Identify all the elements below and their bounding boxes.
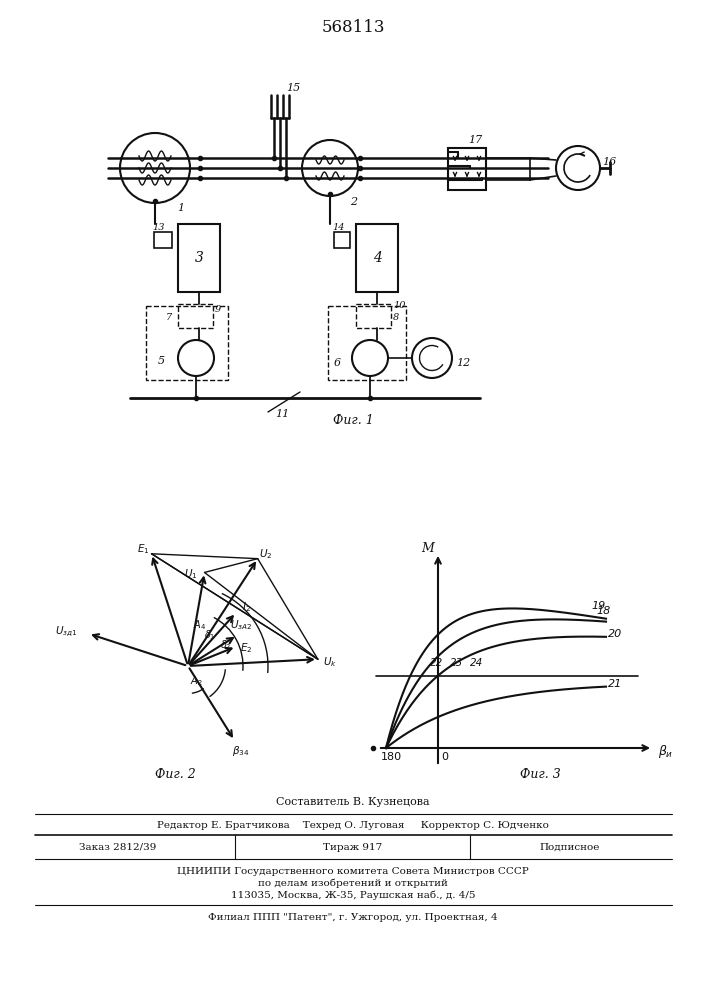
Text: 3: 3: [194, 251, 204, 265]
Text: 6: 6: [334, 358, 341, 368]
Text: Фиг. 3: Фиг. 3: [520, 768, 561, 782]
Text: 12: 12: [456, 358, 470, 368]
Text: 0: 0: [441, 752, 448, 762]
Bar: [356, 304, 391, 328]
Text: $δ_1$: $δ_1$: [204, 628, 216, 642]
Text: $U_1$: $U_1$: [184, 568, 197, 581]
Text: $E_1$: $E_1$: [137, 542, 150, 556]
Text: 18: 18: [596, 606, 610, 616]
Text: 4: 4: [373, 251, 382, 265]
Text: 22: 22: [430, 658, 443, 668]
Text: Филиал ППП "Патент", г. Ужгород, ул. Проектная, 4: Филиал ППП "Патент", г. Ужгород, ул. Про…: [208, 912, 498, 922]
Text: Фиг. 1: Фиг. 1: [332, 414, 373, 426]
Text: Составитель В. Кузнецова: Составитель В. Кузнецова: [276, 797, 430, 807]
Text: 10: 10: [393, 302, 406, 310]
Text: ЦНИИПИ Государственного комитета Совета Министров СССР: ЦНИИПИ Государственного комитета Совета …: [177, 866, 529, 876]
Text: 20: 20: [608, 629, 622, 639]
Text: $δ_2$: $δ_2$: [221, 638, 232, 652]
Text: 11: 11: [275, 409, 289, 419]
Text: 24: 24: [470, 658, 484, 668]
Text: 113035, Москва, Ж-35, Раушская наб., д. 4/5: 113035, Москва, Ж-35, Раушская наб., д. …: [230, 890, 475, 900]
Text: 16: 16: [602, 157, 617, 167]
Text: $U_{зА2}$: $U_{зА2}$: [230, 618, 252, 632]
Text: 9: 9: [215, 306, 221, 314]
Bar: [178, 224, 220, 292]
Text: $A_4$: $A_4$: [194, 618, 206, 632]
Text: 23: 23: [450, 658, 463, 668]
Text: $\beta_и$: $\beta_и$: [658, 744, 673, 760]
Text: Заказ 2812/39: Заказ 2812/39: [79, 842, 157, 852]
Text: 17: 17: [468, 135, 482, 145]
Text: 13: 13: [152, 224, 165, 232]
Text: Редактор Е. Братчикова    Техред О. Луговая     Корректор С. Юдченко: Редактор Е. Братчикова Техред О. Луговая…: [157, 820, 549, 830]
Text: Подписное: Подписное: [540, 842, 600, 852]
Text: Тираж 917: Тираж 917: [323, 842, 382, 852]
Text: $U_k$: $U_k$: [323, 655, 337, 669]
Bar: [334, 232, 350, 248]
Text: 15: 15: [286, 83, 300, 93]
Text: $I_2$: $I_2$: [242, 601, 250, 614]
Text: 8: 8: [393, 314, 399, 322]
Text: $β_{34}$: $β_{34}$: [232, 744, 250, 758]
Bar: [178, 304, 213, 328]
Text: $A_2$: $A_2$: [189, 674, 202, 688]
Bar: [154, 232, 172, 248]
Bar: [328, 306, 406, 380]
Text: Фиг. 2: Фиг. 2: [155, 768, 195, 782]
Bar: [356, 224, 398, 292]
Text: $U_2$: $U_2$: [259, 547, 272, 561]
Text: 5: 5: [158, 356, 165, 366]
Bar: [146, 306, 228, 380]
Text: 19: 19: [591, 601, 605, 611]
Text: $E_2$: $E_2$: [240, 642, 252, 655]
Text: M: M: [421, 542, 434, 556]
Bar: [448, 148, 486, 190]
Text: 14: 14: [332, 224, 344, 232]
Text: 21: 21: [608, 679, 622, 689]
Text: 2: 2: [350, 197, 357, 207]
Text: по делам изобретений и открытий: по делам изобретений и открытий: [258, 878, 448, 888]
Text: 7: 7: [166, 314, 173, 322]
Text: 568113: 568113: [321, 19, 385, 36]
Text: 1: 1: [177, 203, 184, 213]
Text: $U_{зд1}$: $U_{зд1}$: [55, 624, 77, 639]
Text: 180: 180: [381, 752, 402, 762]
